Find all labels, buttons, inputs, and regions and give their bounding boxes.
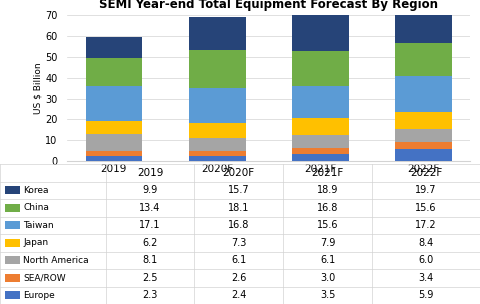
Text: 18.9: 18.9 [317,185,338,195]
Text: 2.3: 2.3 [142,290,158,300]
Bar [189,88,246,123]
Bar [292,135,349,147]
Text: Korea: Korea [24,186,49,195]
Text: North America: North America [24,256,89,265]
Text: 13.4: 13.4 [139,203,161,213]
Text: 15.6: 15.6 [415,203,437,213]
Bar [5,239,20,247]
Bar [5,221,20,229]
Y-axis label: US $ Billion: US $ Billion [33,62,42,114]
Text: Europe: Europe [24,291,55,300]
Text: 16.8: 16.8 [317,203,338,213]
Text: 2.5: 2.5 [142,273,158,283]
Text: 2019: 2019 [137,168,163,178]
Text: 17.1: 17.1 [139,220,161,230]
Bar [85,156,142,161]
Text: 2.6: 2.6 [231,273,247,283]
Text: 3.5: 3.5 [320,290,336,300]
Bar [396,112,452,129]
Bar [396,149,452,161]
Bar [5,204,20,212]
Text: 2021F: 2021F [312,168,344,178]
Text: 15.7: 15.7 [228,185,250,195]
Bar [189,17,246,50]
Text: 6.1: 6.1 [320,255,335,265]
Text: 7.9: 7.9 [320,238,336,248]
Bar [85,86,142,121]
Bar [396,43,452,76]
Text: Japan: Japan [24,238,48,247]
Bar [292,147,349,154]
Text: Taiwan: Taiwan [24,221,54,230]
Text: 17.2: 17.2 [415,220,437,230]
Text: 2022F: 2022F [410,168,442,178]
Bar [5,274,20,282]
Bar [85,121,142,134]
Bar [292,51,349,86]
Bar [189,156,246,161]
Text: 5.9: 5.9 [418,290,434,300]
Text: 3.0: 3.0 [320,273,335,283]
Text: 3.4: 3.4 [419,273,433,283]
Bar [292,12,349,51]
Bar [85,58,142,86]
Title: SEMI Year-end Total Equipment Forecast By Region: SEMI Year-end Total Equipment Forecast B… [99,0,438,11]
Bar [5,291,20,299]
Text: 6.1: 6.1 [231,255,246,265]
Text: 8.1: 8.1 [143,255,157,265]
Text: 18.1: 18.1 [228,203,250,213]
Bar [189,151,246,156]
Text: 6.0: 6.0 [419,255,433,265]
Text: 15.6: 15.6 [317,220,338,230]
Bar [85,151,142,156]
Bar [396,142,452,149]
Text: 7.3: 7.3 [231,238,247,248]
Text: 2.4: 2.4 [231,290,247,300]
Bar [5,186,20,194]
Text: 16.8: 16.8 [228,220,250,230]
Bar [5,256,20,264]
Bar [189,138,246,151]
Bar [85,37,142,58]
Bar [292,154,349,161]
Bar [189,50,246,88]
Bar [396,129,452,142]
Bar [292,86,349,118]
Text: SEA/ROW: SEA/ROW [24,273,66,282]
Text: China: China [24,203,49,212]
Bar [85,134,142,151]
Text: 2020F: 2020F [223,168,255,178]
Text: 6.2: 6.2 [142,238,158,248]
Text: 9.9: 9.9 [143,185,157,195]
Text: 8.4: 8.4 [419,238,433,248]
Bar [189,123,246,138]
Bar [292,118,349,135]
Bar [396,76,452,112]
Bar [396,2,452,43]
Text: 19.7: 19.7 [415,185,437,195]
